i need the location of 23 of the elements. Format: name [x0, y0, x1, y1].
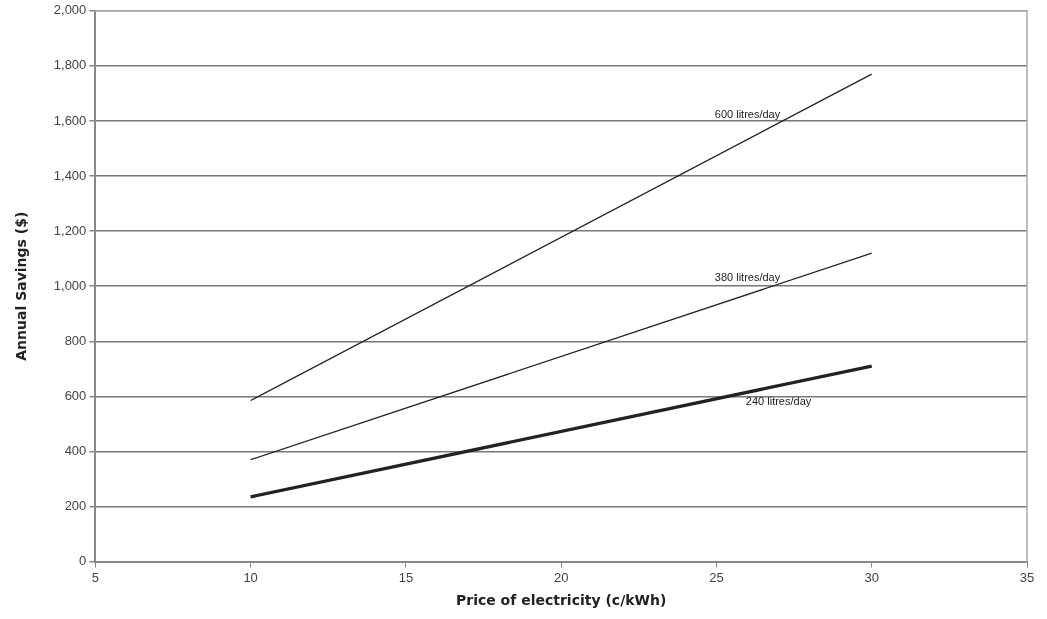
x-tick-label: 5: [91, 569, 99, 585]
x-tick-label: 20: [553, 569, 569, 585]
y-tick-label: 400: [64, 443, 87, 459]
y-tick-label: 1,000: [53, 277, 87, 293]
y-tick-label: 800: [64, 332, 87, 348]
y-tick-label: 200: [64, 498, 87, 514]
y-tick-label: 2,000: [53, 2, 87, 18]
y-tick-label: 0: [79, 553, 87, 569]
y-tick-label: 1,800: [53, 57, 87, 73]
x-tick-label: 35: [1019, 569, 1035, 585]
x-tick-label: 10: [243, 569, 258, 585]
y-tick-label: 1,400: [53, 167, 87, 183]
x-tick-label: 30: [864, 569, 879, 585]
x-tick-label: 25: [709, 569, 724, 585]
series-label: 240 litres/day: [745, 394, 812, 407]
y-axis-title: Annual Savings ($): [13, 211, 30, 361]
x-tick-label: 15: [398, 569, 414, 585]
y-tick-label: 600: [64, 387, 87, 403]
x-axis-title: Price of electricity (c/kWh): [455, 592, 667, 609]
y-tick-label: 1,200: [53, 222, 87, 238]
series-label: 600 litres/day: [714, 108, 781, 121]
series-label: 380 litres/day: [714, 271, 781, 284]
y-tick-label: 1,600: [53, 112, 87, 128]
